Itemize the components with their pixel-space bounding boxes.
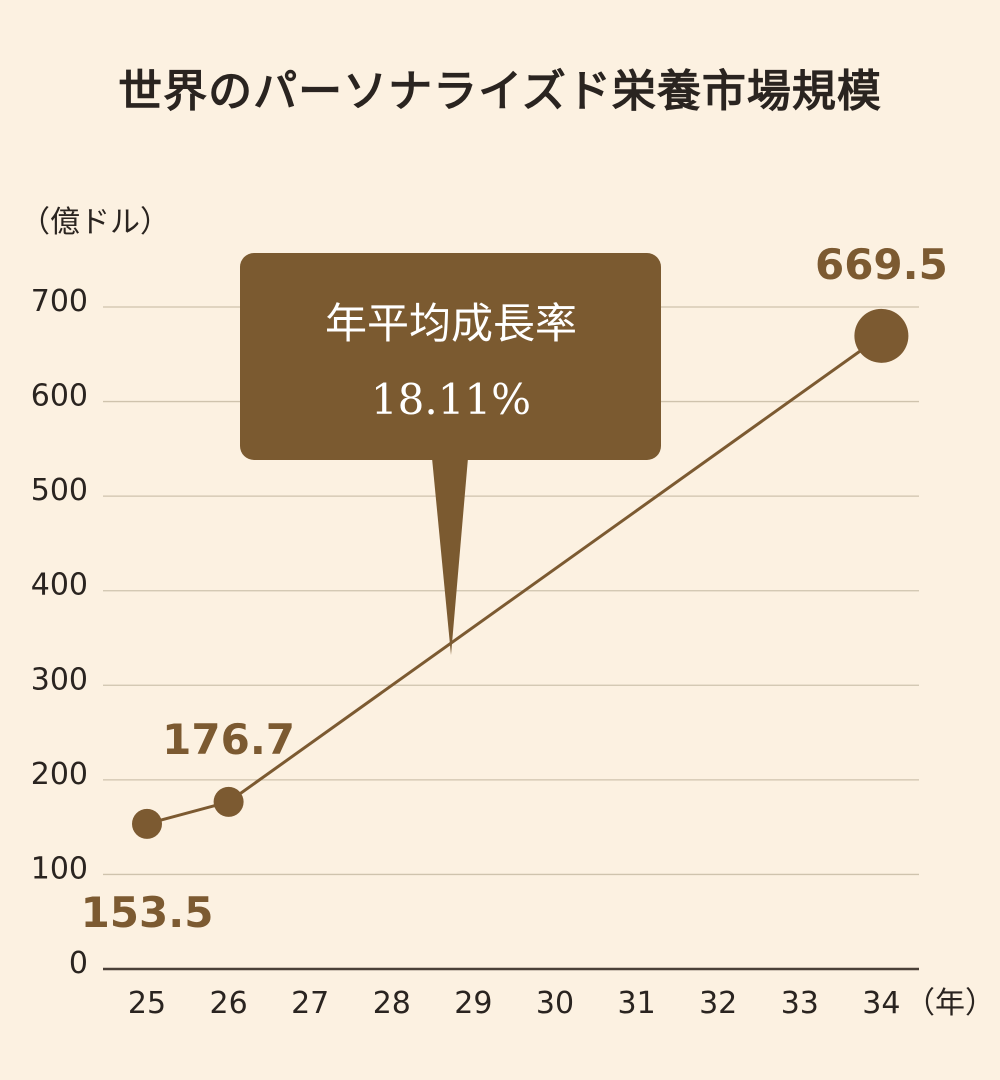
x-tick-label: 27	[291, 986, 329, 1021]
x-tick-label: 29	[454, 986, 492, 1021]
y-axis-unit-label: （億ドル）	[20, 205, 170, 240]
x-tick-labels: 25 26 27 28 29 30 31 32 33 34	[128, 986, 901, 1021]
x-tick-label: 34	[862, 986, 900, 1021]
x-tick-label: 30	[536, 986, 574, 1021]
data-point	[132, 808, 162, 839]
data-point	[854, 308, 909, 363]
series-layer: 153.5 176.7 669.5	[81, 240, 948, 937]
y-tick-label: 600	[31, 379, 88, 414]
callout-rate: 18.11%	[371, 375, 531, 424]
y-tick-labels: 0 100 200 300 400 500 600 700	[31, 284, 88, 981]
chart-title: 世界のパーソナライズド栄養市場規模	[118, 66, 882, 117]
x-tick-label: 25	[128, 986, 166, 1021]
y-tick-label: 400	[31, 568, 88, 603]
y-tick-label: 0	[69, 946, 88, 981]
callout-pointer	[432, 458, 468, 655]
callout-box	[240, 253, 661, 460]
data-label: 669.5	[815, 240, 948, 289]
x-tick-label: 32	[699, 986, 737, 1021]
data-label: 153.5	[81, 888, 214, 937]
x-axis-unit-label: （年）	[905, 986, 995, 1021]
y-tick-label: 200	[31, 757, 88, 792]
y-tick-label: 100	[31, 851, 88, 886]
x-tick-label: 28	[373, 986, 411, 1021]
data-point	[213, 786, 244, 817]
x-tick-label: 31	[618, 986, 656, 1021]
y-tick-label: 300	[31, 662, 88, 697]
y-tick-label: 700	[31, 284, 88, 319]
growth-callout: 年平均成長率 18.11%	[240, 253, 661, 655]
x-tick-label: 26	[210, 986, 248, 1021]
callout-title: 年平均成長率	[325, 299, 577, 348]
data-label: 176.7	[162, 715, 295, 764]
y-tick-label: 500	[31, 473, 88, 508]
x-tick-label: 33	[781, 986, 819, 1021]
